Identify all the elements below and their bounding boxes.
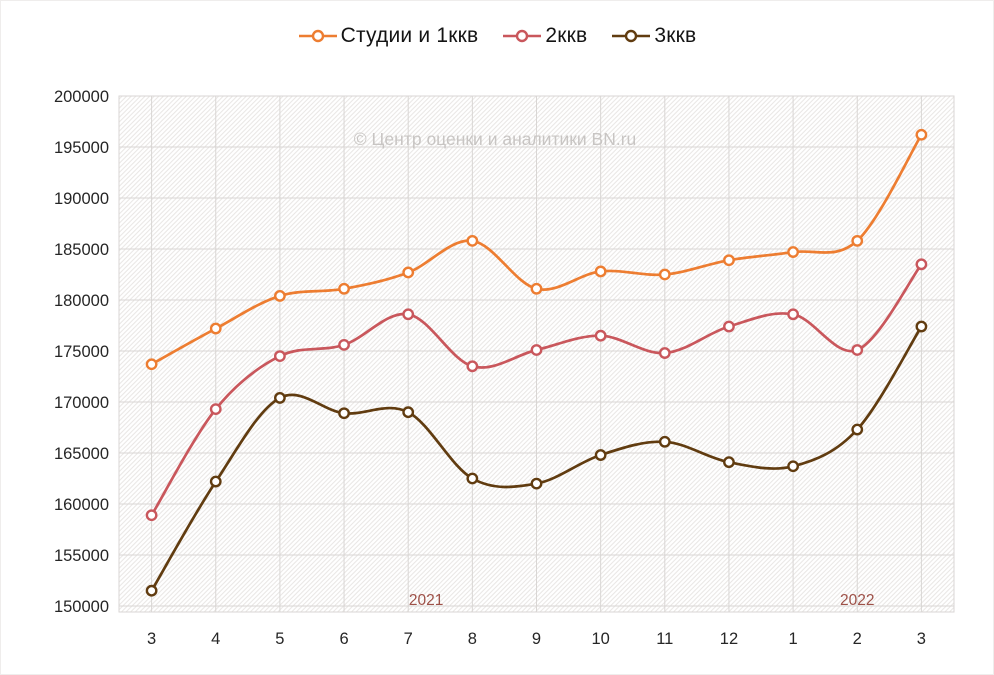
data-point-marker bbox=[594, 265, 607, 278]
data-point-marker bbox=[723, 320, 735, 333]
data-point-marker bbox=[402, 308, 415, 321]
data-point-marker bbox=[530, 477, 543, 490]
data-point-marker bbox=[145, 358, 158, 371]
data-point-marker bbox=[145, 584, 158, 597]
data-point-marker bbox=[530, 282, 543, 295]
data-point-marker bbox=[273, 392, 286, 404]
data-point-marker bbox=[594, 449, 607, 461]
data-point-marker bbox=[915, 128, 928, 141]
y-axis-tick: 170000 bbox=[54, 394, 109, 412]
gridlines bbox=[118, 95, 955, 613]
data-point-marker bbox=[851, 344, 864, 356]
y-axis-tick: 150000 bbox=[54, 598, 109, 616]
data-point-marker bbox=[466, 472, 479, 485]
legend-line-marker-icon bbox=[612, 29, 651, 43]
data-point-marker bbox=[658, 435, 671, 448]
series-2ккв bbox=[145, 258, 928, 522]
data-point-marker bbox=[338, 407, 350, 420]
legend-line-marker-icon bbox=[298, 29, 337, 43]
y-axis-labels: 150000 155000 160000 165000 170000 175000 1800… bbox=[54, 88, 109, 616]
legend-item-label: 2ккв bbox=[545, 24, 588, 47]
x-axis-tick: 8 bbox=[468, 630, 477, 648]
x-axis-tick: 10 bbox=[591, 630, 609, 648]
y-axis-tick: 185000 bbox=[54, 241, 109, 259]
x-axis-tick: 12 bbox=[720, 630, 738, 648]
data-point-marker bbox=[787, 460, 799, 473]
y-axis-tick: 190000 bbox=[54, 190, 109, 208]
data-point-marker bbox=[594, 329, 607, 342]
y-axis-tick: 155000 bbox=[54, 547, 109, 565]
legend-item: 2ккв bbox=[502, 24, 587, 48]
y-axis-tick: 165000 bbox=[54, 445, 109, 463]
legend-line-marker-icon bbox=[503, 29, 542, 43]
x-axis-tick: 3 bbox=[147, 630, 156, 648]
data-point-marker bbox=[851, 234, 864, 247]
data-point-marker bbox=[787, 246, 799, 258]
data-point-marker bbox=[338, 338, 350, 351]
data-point-marker bbox=[915, 320, 928, 333]
data-point-marker bbox=[338, 282, 350, 295]
series-3ккв bbox=[145, 320, 928, 597]
watermark: © Центр оценки и аналитики BN.ru bbox=[354, 129, 637, 149]
year-annotation: 2022 bbox=[840, 592, 874, 609]
data-point-marker bbox=[466, 234, 479, 247]
x-axis-tick: 7 bbox=[404, 630, 413, 648]
series-Студии и 1ккв bbox=[145, 128, 928, 371]
data-point-marker bbox=[273, 350, 286, 362]
x-axis-tick: 6 bbox=[339, 630, 348, 648]
data-point-marker bbox=[209, 403, 222, 416]
y-axis-tick: 195000 bbox=[54, 139, 109, 157]
x-axis-tick: 3 bbox=[917, 630, 926, 648]
x-axis-tick: 11 bbox=[656, 630, 673, 648]
y-axis-tick: 175000 bbox=[54, 343, 109, 361]
data-point-marker bbox=[723, 254, 735, 267]
x-axis-tick: 9 bbox=[532, 630, 541, 648]
data-point-marker bbox=[466, 360, 479, 373]
year-annotation: 2021 bbox=[409, 592, 443, 609]
data-point-marker bbox=[402, 266, 415, 279]
x-axis-tick: 1 bbox=[789, 630, 798, 648]
data-point-marker bbox=[209, 322, 222, 335]
data-point-marker bbox=[145, 509, 158, 522]
legend-item: Студии и 1ккв bbox=[298, 24, 479, 48]
data-point-marker bbox=[402, 406, 415, 419]
data-point-marker bbox=[787, 308, 799, 321]
y-axis-tick: 180000 bbox=[54, 292, 109, 310]
data-point-marker bbox=[530, 344, 543, 356]
data-point-marker bbox=[851, 423, 864, 436]
data-point-marker bbox=[915, 258, 928, 271]
y-axis-tick: 160000 bbox=[54, 496, 109, 514]
x-axis-tick: 2 bbox=[853, 630, 862, 648]
legend-item-label: Студии и 1ккв bbox=[340, 24, 479, 47]
legend-item: 3ккв bbox=[611, 24, 696, 48]
x-axis-tick: 4 bbox=[211, 630, 220, 648]
data-point-marker bbox=[658, 347, 671, 359]
chart-legend: Студии и 1ккв 2ккв 3ккв bbox=[1, 19, 993, 53]
x-axis-labels: 3 4 5 6 7 8 9 10 11 12 1 2 3 bbox=[147, 630, 926, 648]
data-point-marker bbox=[658, 268, 671, 281]
y-axis-tick: 200000 bbox=[54, 88, 109, 106]
data-point-marker bbox=[273, 290, 286, 302]
x-axis-tick: 5 bbox=[275, 630, 284, 648]
data-point-marker bbox=[723, 456, 735, 469]
data-point-marker bbox=[209, 475, 222, 488]
legend-item-label: 3ккв bbox=[654, 24, 697, 47]
